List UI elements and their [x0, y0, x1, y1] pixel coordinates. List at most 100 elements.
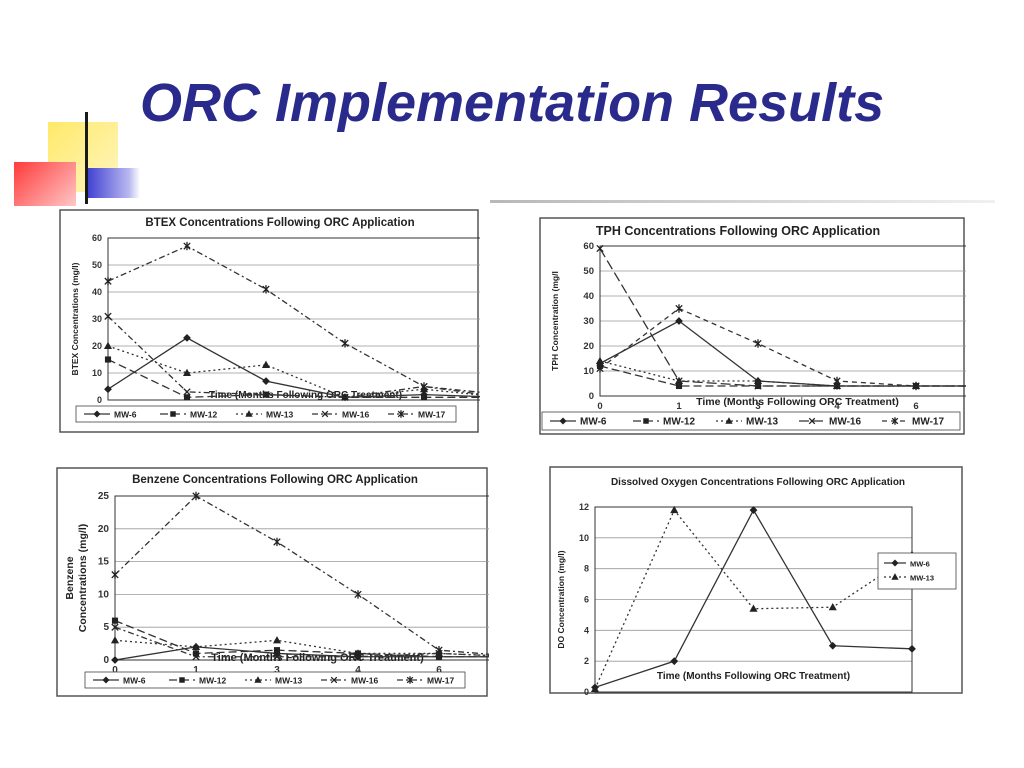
tph-chart: TPH Concentrations Following ORC Applica…	[539, 217, 966, 435]
legend-label: MW-6	[910, 560, 930, 569]
plot-area	[107, 237, 480, 401]
legend-marker	[321, 410, 329, 418]
legend-marker	[559, 417, 567, 425]
data-point	[749, 604, 758, 612]
x-tick-label: 1	[676, 401, 682, 412]
data-point	[341, 393, 349, 401]
legend-marker	[330, 676, 338, 684]
y-axis-label: TPH Concentration (mg/l	[550, 271, 560, 371]
legend-marker	[93, 410, 101, 418]
series-line	[107, 315, 480, 398]
y-tick-label: 60	[92, 233, 102, 243]
data-point	[273, 647, 281, 654]
y-axis-label: BTEX Concentrations (mg/l)	[70, 262, 80, 375]
plot-area	[599, 245, 966, 397]
x-axis-label: Time (Months Following ORC Treatment)	[696, 396, 899, 408]
data-point	[110, 636, 120, 644]
data-point	[103, 341, 113, 350]
legend-label: MW-13	[746, 417, 778, 428]
data-point	[182, 368, 192, 377]
x-tick-label: 1	[193, 665, 199, 676]
data-point	[111, 617, 119, 624]
y-tick-label: 0	[103, 655, 109, 666]
series-line	[114, 620, 489, 658]
y-tick-label: 8	[584, 564, 589, 574]
data-point	[273, 653, 281, 661]
legend-label: MW-6	[580, 417, 607, 428]
data-point	[354, 653, 362, 661]
data-point	[183, 388, 191, 396]
x-tick-label: 4	[355, 665, 361, 676]
chart-frame	[539, 217, 965, 435]
y-tick-label: 50	[92, 260, 102, 270]
y-tick-label: 30	[92, 314, 102, 324]
y-tick-label: 0	[97, 395, 102, 405]
y-tick-label: 30	[583, 316, 594, 327]
legend-marker	[406, 676, 414, 684]
data-point	[675, 317, 683, 325]
data-point	[754, 339, 762, 348]
legend-box	[877, 552, 957, 590]
data-point	[111, 623, 119, 631]
y-tick-label: 25	[98, 491, 110, 502]
legend-label: MW-13	[910, 574, 934, 583]
data-point	[670, 505, 679, 514]
data-point	[753, 376, 763, 385]
chart-title: Dissolved Oxygen Concentrations Followin…	[611, 477, 905, 488]
chart-title: BTEX Concentrations Following ORC Applic…	[145, 217, 414, 229]
data-point	[670, 657, 679, 666]
data-point	[749, 506, 758, 514]
data-point	[111, 656, 119, 664]
data-point	[435, 645, 443, 655]
y-tick-label: 6	[584, 595, 589, 605]
y-tick-label: 0	[584, 687, 589, 695]
slide-title: ORC Implementation Results	[140, 73, 885, 133]
legend-box	[84, 671, 466, 689]
legend-marker	[643, 418, 649, 424]
legend-label: MW-12	[190, 410, 217, 420]
series-line	[114, 646, 489, 661]
legend-marker	[891, 573, 899, 580]
data-point	[104, 356, 112, 363]
x-tick-label: 3	[274, 665, 280, 676]
legend-marker	[245, 410, 253, 417]
series-mw-6	[591, 506, 916, 692]
series-line	[107, 345, 480, 398]
vertical-rule	[85, 112, 88, 204]
data-point	[420, 394, 428, 401]
series-line	[599, 307, 966, 387]
series-line	[599, 360, 966, 387]
data-point	[354, 590, 362, 599]
y-tick-label: 10	[579, 533, 589, 543]
data-point	[828, 602, 837, 611]
blue-square-decoration	[85, 168, 140, 198]
legend-label: MW-16	[342, 410, 369, 420]
y-tick-label: 40	[92, 287, 102, 297]
series-line	[599, 248, 966, 387]
data-point	[590, 684, 600, 692]
y-tick-label: 15	[98, 557, 110, 568]
legend-label: MW-12	[199, 676, 226, 686]
legend-marker	[397, 410, 405, 418]
legend-marker	[891, 417, 899, 425]
y-tick-label: 20	[98, 524, 110, 535]
series-line	[107, 245, 480, 395]
data-point	[828, 641, 837, 650]
x-tick-label: 0	[112, 665, 118, 676]
legend-marker	[808, 417, 816, 425]
data-point	[754, 382, 762, 390]
x-axis-label: Time (Months Following ORC Treatment)	[657, 671, 850, 682]
data-point	[833, 376, 841, 386]
legend-label: MW-17	[912, 417, 944, 428]
benzene-chart: Benzene Concentrations Following ORC App…	[56, 467, 489, 697]
legend-label: MW-17	[418, 410, 445, 420]
legend-label: MW-17	[427, 676, 454, 686]
series-mw-17	[104, 241, 480, 395]
data-point	[183, 241, 191, 251]
y-tick-label: 0	[589, 391, 594, 402]
data-point	[675, 304, 683, 313]
series-line	[114, 626, 489, 658]
chart-title: TPH Concentrations Following ORC Applica…	[596, 224, 880, 238]
data-point	[675, 382, 683, 390]
data-point	[183, 394, 191, 401]
